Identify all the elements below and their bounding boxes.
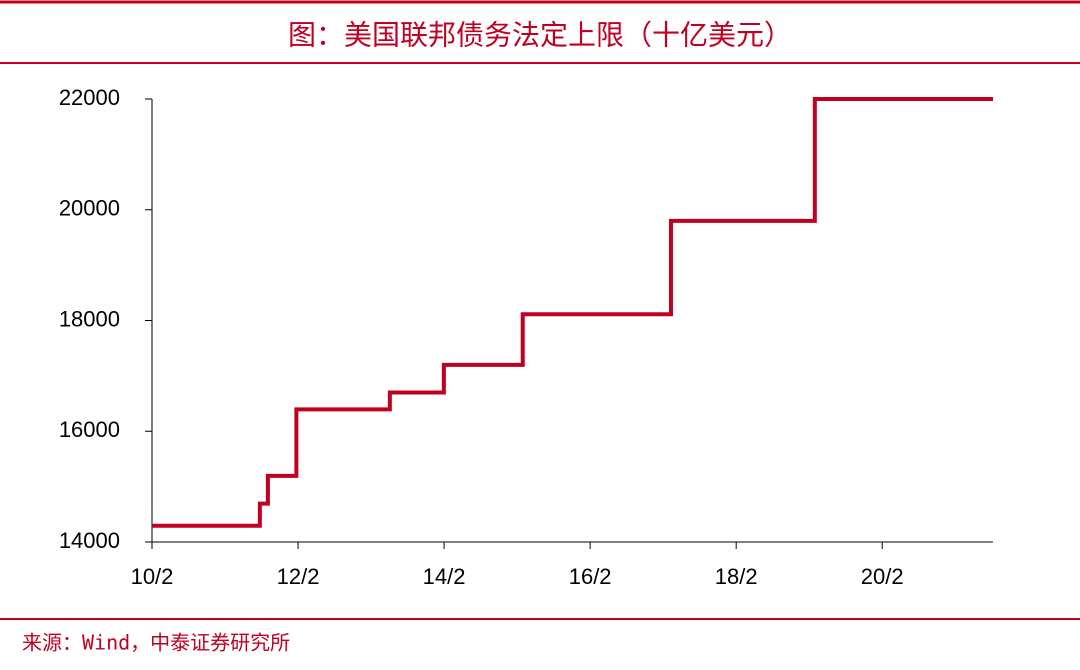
- chart-title: 图：美国联邦债务法定上限（十亿美元）: [288, 19, 792, 52]
- x-tick-label: 18/2: [715, 564, 758, 589]
- y-tick-label: 20000: [59, 196, 120, 221]
- y-tick-label: 22000: [59, 85, 120, 110]
- y-tick-label: 18000: [59, 306, 120, 331]
- x-tick-label: 10/2: [131, 564, 174, 589]
- x-tick-label: 20/2: [861, 564, 904, 589]
- y-tick-label: 16000: [59, 417, 120, 442]
- source: 来源：Wind，中泰证券研究所: [22, 631, 290, 655]
- x-tick-label: 14/2: [423, 564, 466, 589]
- step-line: [152, 97, 993, 528]
- y-tick-label: 14000: [59, 528, 120, 553]
- x-tick-label: 12/2: [277, 564, 320, 589]
- x-tick-label: 16/2: [569, 564, 612, 589]
